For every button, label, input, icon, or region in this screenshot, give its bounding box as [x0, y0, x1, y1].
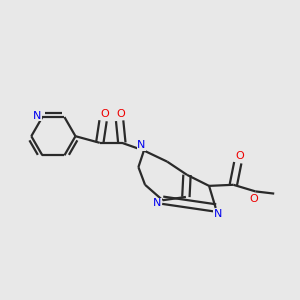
Text: N: N — [137, 140, 146, 150]
Text: O: O — [117, 109, 125, 119]
Text: O: O — [235, 151, 244, 160]
Text: N: N — [214, 209, 222, 219]
Text: N: N — [153, 198, 161, 208]
Text: O: O — [250, 194, 258, 204]
Text: N: N — [33, 110, 41, 121]
Text: O: O — [100, 109, 109, 119]
